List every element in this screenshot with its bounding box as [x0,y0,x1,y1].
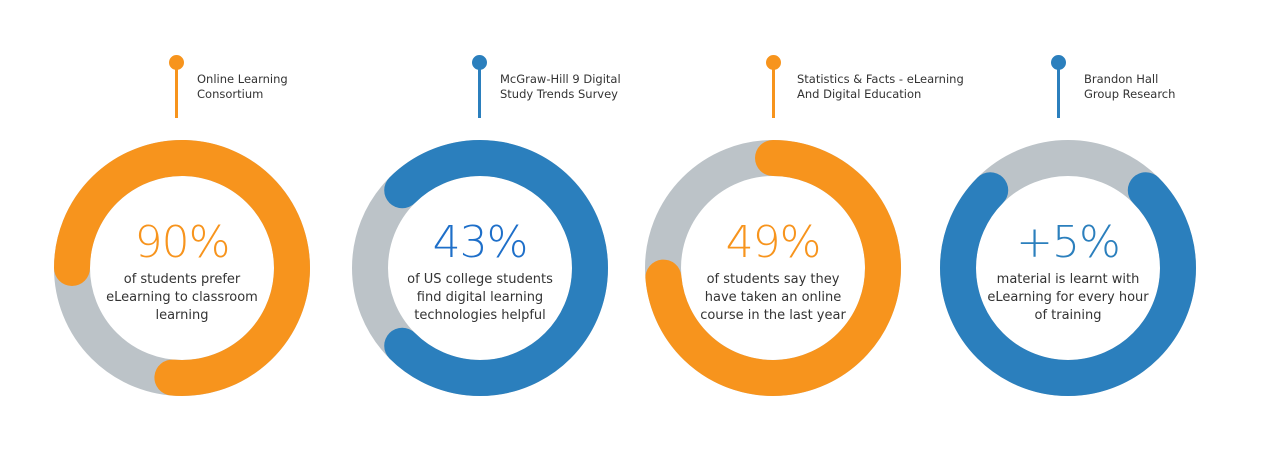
stat-value: 90% [134,217,231,268]
source-label: McGraw-Hill 9 Digital Study Trends Surve… [500,72,621,101]
stat-description: material is learnt with eLearning for ev… [987,272,1149,323]
stat-center: +5% material is learnt with eLearning fo… [978,215,1158,325]
source-label: Brandon Hall Group Research [1084,72,1176,101]
stat-value: +5% [1016,217,1121,268]
stat-value: 43% [432,217,529,268]
stat-center: 43% of US college students find digital … [390,215,570,325]
pin-dot-icon [766,55,781,70]
pin-line [1057,64,1060,118]
source-label: Online Learning Consortium [197,72,288,101]
pin-dot-icon [1051,55,1066,70]
pin-line [175,64,178,118]
source-label: Statistics & Facts - eLearning And Digit… [797,72,964,101]
stat-center: 49% of students say they have taken an o… [683,215,863,325]
stat-value: 49% [725,217,822,268]
stat-description: of students say they have taken an onlin… [700,272,846,323]
pin-dot-icon [169,55,184,70]
stat-description: of US college students find digital lear… [407,272,553,323]
pin-dot-icon [472,55,487,70]
pin-line [772,64,775,118]
pin-line [478,64,481,118]
stat-center: 90% of students prefer eLearning to clas… [92,215,272,325]
stat-description: of students prefer eLearning to classroo… [106,272,258,323]
